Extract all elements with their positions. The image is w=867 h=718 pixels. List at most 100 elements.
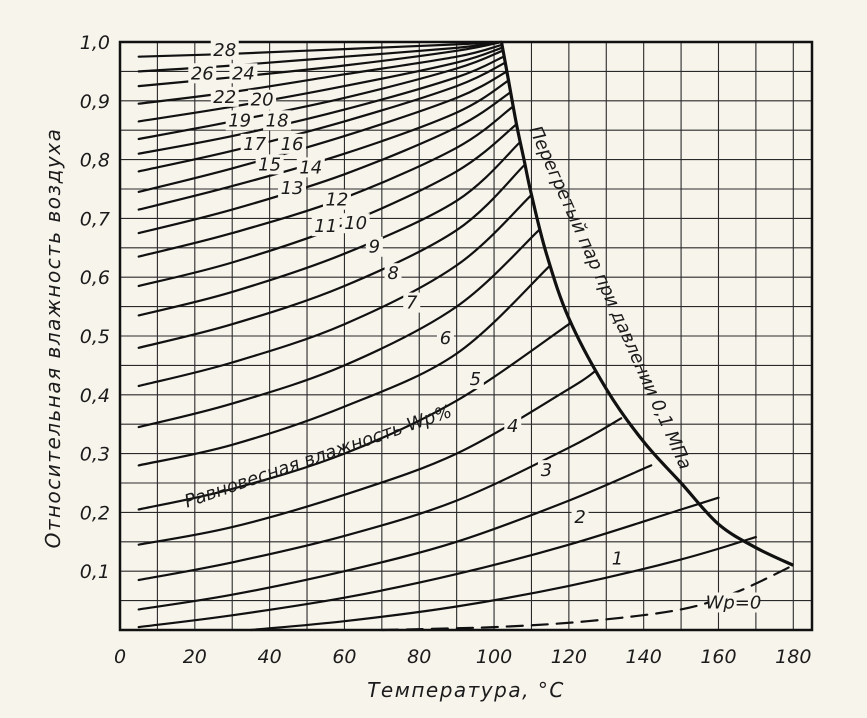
- grid: [120, 42, 812, 630]
- curve-label-text: 3: [541, 460, 552, 481]
- curve-label-background: [466, 369, 484, 390]
- y-tick-label: 0,1: [80, 561, 110, 583]
- y-tick-label: 0,3: [80, 444, 110, 466]
- curve-labels: Wp=0123456789101112131415161718192022242…: [188, 39, 762, 613]
- superheated-boundary: [499, 41, 794, 567]
- curve-label-background: [504, 416, 522, 437]
- curve-label-background: [436, 327, 454, 348]
- moisture-curve-19: [137, 49, 504, 141]
- y-tick-label: 0,2: [80, 502, 110, 524]
- moisture-curve-7: [137, 264, 552, 467]
- curves: [137, 40, 795, 632]
- curve-label-background: [278, 177, 307, 198]
- x-tick-label: 100: [476, 646, 512, 668]
- curve-label-10: 10: [341, 213, 370, 234]
- curve-label-background: [403, 292, 421, 313]
- y-tick-label: 0,9: [80, 91, 110, 113]
- curve-label-text: 19: [228, 110, 251, 131]
- curve-label-text: 11: [314, 216, 337, 237]
- curve-label-background: [296, 157, 325, 178]
- curve-label-text: 10: [344, 213, 367, 234]
- y-tick-label: 0,5: [80, 326, 110, 348]
- y-tick-label: 1,0: [80, 32, 110, 54]
- moisture-curve-20: [137, 46, 503, 123]
- moisture-curve-28: [137, 40, 503, 58]
- moisture-curve-10: [137, 164, 526, 349]
- curve-label-background: [608, 548, 626, 569]
- curve-label-text: 6: [440, 328, 451, 349]
- curve-label-3: 3: [537, 460, 555, 481]
- x-tick-label: 40: [258, 646, 282, 668]
- curve-label-13: 13: [278, 177, 307, 199]
- curve-label-26: 26: [188, 63, 217, 84]
- curve-label-background: [229, 63, 258, 84]
- curve-label-text: 20: [251, 90, 274, 111]
- curve-label-14: 14: [296, 157, 325, 178]
- plot-frame: [118, 40, 814, 632]
- moisture-curve-8: [137, 229, 540, 429]
- curve-label-background: [225, 110, 254, 131]
- tick-labels: 0 20 40 60 80 100 120 140 160 1800,10,20,30,40,50…: [80, 32, 812, 668]
- curve-label-text: 16: [281, 134, 304, 155]
- moisture-curve-16: [137, 70, 509, 193]
- curve-label-6: 6: [436, 327, 454, 349]
- curve-label-24: 24: [229, 63, 258, 84]
- y-axis-title: Относительная влажность воздуха: [41, 128, 65, 549]
- moisture-curve-2: [137, 496, 720, 629]
- curve-label-text: 13: [281, 178, 304, 199]
- curve-label-text: 17: [243, 134, 266, 155]
- curve-label-11: 11: [311, 216, 340, 237]
- moisture-curve-0: [380, 564, 795, 632]
- y-tick-label: 0,8: [80, 150, 110, 172]
- x-tick-label: 60: [332, 646, 356, 668]
- curve-label-background: [210, 39, 239, 60]
- curve-label-text: 7: [406, 293, 418, 314]
- curve-label-text: 2: [574, 507, 585, 528]
- moisture-curve-18: [137, 55, 505, 155]
- curve-label-text: 1: [612, 548, 623, 569]
- curve-label-text: 14: [299, 157, 322, 178]
- curve-label-background: [255, 154, 284, 175]
- moisture-curve-9: [137, 193, 533, 388]
- x-tick-label: 20: [183, 646, 207, 668]
- boundary-curve-line: [499, 41, 794, 567]
- moisture-curve-17: [137, 61, 507, 173]
- moisture-curve-15: [137, 79, 511, 211]
- curve-label-background: [263, 110, 292, 131]
- curve-label-background: [210, 86, 239, 107]
- x-axis-title: Температура, °С: [367, 678, 565, 702]
- curve-label-text: 26: [191, 63, 214, 84]
- curve-label-text: 28: [213, 40, 236, 61]
- moisture-curve-6: [137, 323, 570, 511]
- curve-label-15: 15: [255, 154, 284, 175]
- x-tick-label: 120: [551, 646, 587, 668]
- curve-label-1: 1: [608, 548, 626, 569]
- curve-label-20: 20: [248, 89, 277, 111]
- curve-label-19: 19: [225, 110, 254, 131]
- curve-label-background: [278, 133, 307, 154]
- moisture-curve-3: [137, 464, 653, 611]
- x-tick-label: 180: [775, 646, 811, 668]
- curve-label-background: [708, 592, 759, 613]
- curve-label-background: [341, 213, 370, 234]
- curve-label-5: 5: [466, 369, 484, 390]
- curve-label-16: 16: [278, 133, 307, 155]
- curve-label-18: 18: [263, 110, 292, 131]
- curve-label-9: 9: [365, 236, 383, 258]
- y-tick-label: 0,7: [80, 208, 110, 230]
- curve-label-2: 2: [571, 507, 589, 528]
- moisture-curve-4: [137, 417, 623, 582]
- curve-label-text: 8: [387, 263, 398, 284]
- curve-label-17: 17: [240, 133, 269, 155]
- curve-label-text: 24: [232, 63, 255, 84]
- curve-label-text: 4: [507, 416, 518, 437]
- curve-label-4: 4: [504, 416, 522, 437]
- curve-label-background: [188, 63, 217, 84]
- curve-label-12: 12: [322, 189, 351, 211]
- curve-label-background: [537, 460, 555, 481]
- curve-label-8: 8: [384, 263, 402, 284]
- curve-label-text: Wp=0: [706, 592, 762, 613]
- x-tick-label: 0: [114, 646, 126, 668]
- moisture-curve-22: [137, 43, 503, 105]
